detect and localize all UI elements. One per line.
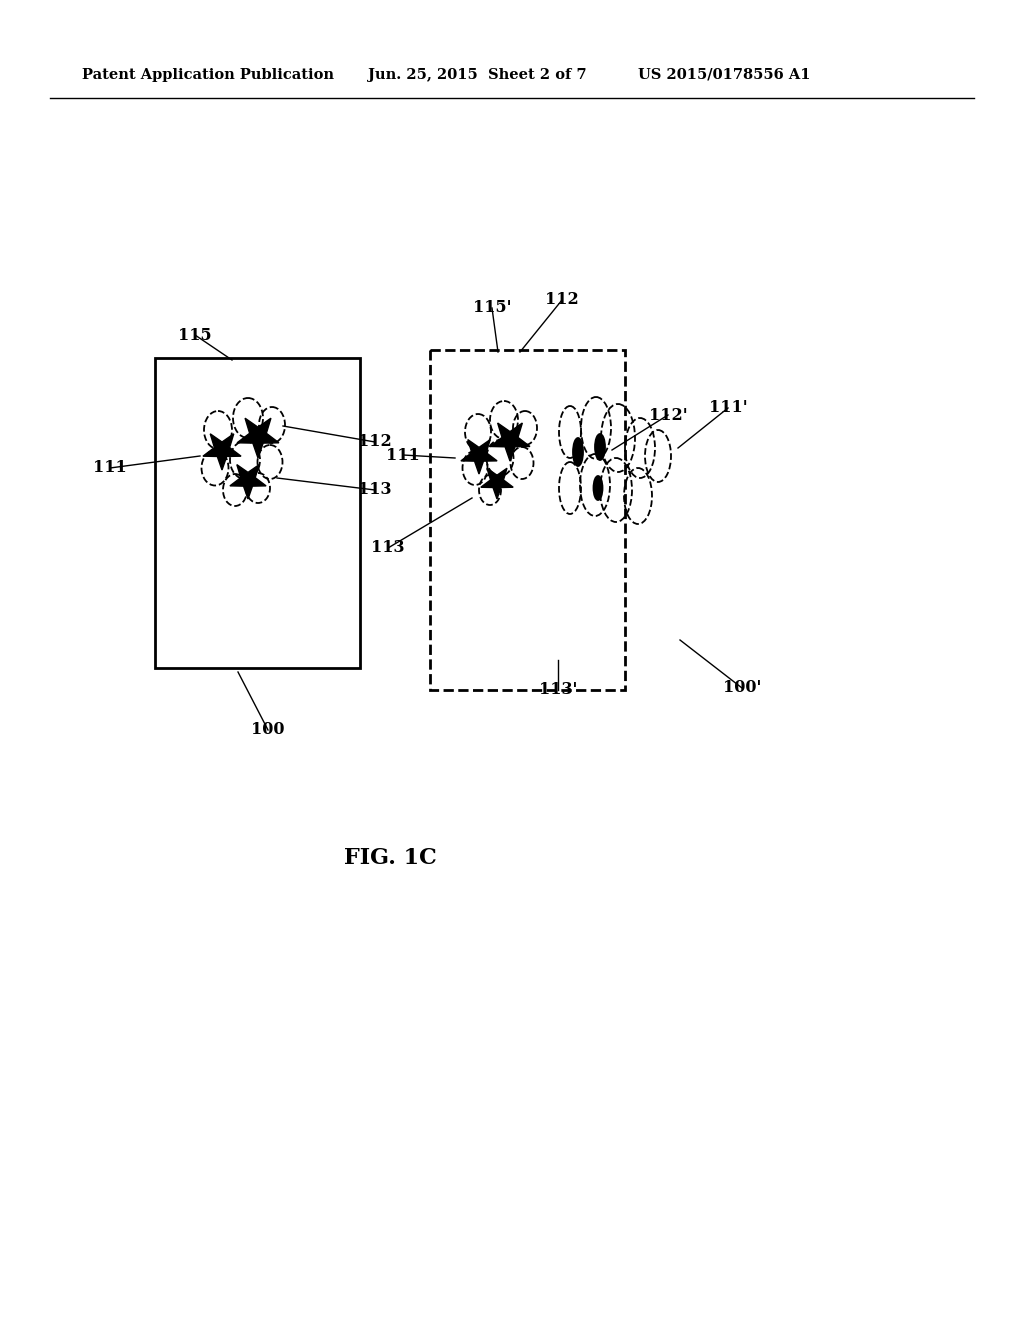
Ellipse shape [594, 477, 602, 500]
Bar [430, 350, 625, 690]
Polygon shape [461, 440, 497, 474]
Text: 112': 112' [648, 407, 687, 424]
Text: 113': 113' [539, 681, 578, 698]
Text: Patent Application Publication: Patent Application Publication [82, 69, 334, 82]
Ellipse shape [595, 434, 605, 459]
Text: Jun. 25, 2015  Sheet 2 of 7: Jun. 25, 2015 Sheet 2 of 7 [368, 69, 587, 82]
Polygon shape [481, 469, 513, 499]
Polygon shape [490, 422, 530, 461]
Bar [155, 358, 360, 668]
Text: 115: 115 [178, 326, 212, 343]
Text: 113: 113 [372, 540, 404, 557]
Polygon shape [203, 434, 241, 470]
Text: 100': 100' [723, 680, 761, 697]
Polygon shape [230, 465, 266, 499]
Text: 111: 111 [93, 459, 127, 477]
Polygon shape [238, 418, 279, 458]
Ellipse shape [573, 438, 583, 466]
Text: 111: 111 [386, 446, 420, 463]
Text: 112: 112 [545, 292, 579, 309]
Text: 100: 100 [251, 722, 285, 738]
Text: US 2015/0178556 A1: US 2015/0178556 A1 [638, 69, 811, 82]
Text: 111': 111' [709, 400, 748, 417]
Text: 115': 115' [473, 300, 511, 317]
Text: 112: 112 [358, 433, 392, 450]
Text: FIG. 1C: FIG. 1C [344, 847, 436, 869]
Text: 113: 113 [358, 482, 392, 499]
